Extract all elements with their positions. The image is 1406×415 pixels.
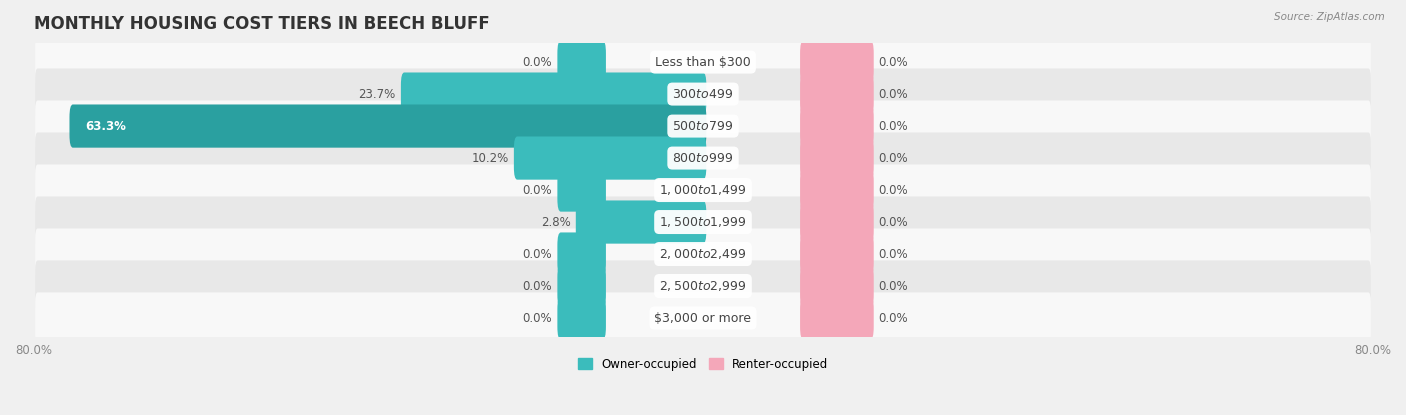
Text: $2,500 to $2,999: $2,500 to $2,999 — [659, 279, 747, 293]
Text: 0.0%: 0.0% — [523, 56, 553, 68]
Text: Source: ZipAtlas.com: Source: ZipAtlas.com — [1274, 12, 1385, 22]
FancyBboxPatch shape — [576, 200, 706, 244]
FancyBboxPatch shape — [35, 37, 1371, 88]
FancyBboxPatch shape — [557, 232, 606, 276]
Text: $1,000 to $1,499: $1,000 to $1,499 — [659, 183, 747, 197]
FancyBboxPatch shape — [800, 73, 873, 116]
FancyBboxPatch shape — [69, 105, 706, 148]
Text: 0.0%: 0.0% — [523, 247, 553, 261]
FancyBboxPatch shape — [35, 132, 1371, 184]
Text: 0.0%: 0.0% — [879, 183, 908, 197]
Text: 0.0%: 0.0% — [879, 56, 908, 68]
FancyBboxPatch shape — [35, 68, 1371, 120]
FancyBboxPatch shape — [800, 264, 873, 308]
Text: Less than $300: Less than $300 — [655, 56, 751, 68]
Text: $300 to $499: $300 to $499 — [672, 88, 734, 100]
Text: 10.2%: 10.2% — [471, 151, 509, 165]
Text: 2.8%: 2.8% — [541, 215, 571, 229]
FancyBboxPatch shape — [800, 296, 873, 339]
FancyBboxPatch shape — [800, 137, 873, 180]
FancyBboxPatch shape — [401, 73, 706, 116]
Text: $500 to $799: $500 to $799 — [672, 120, 734, 132]
Text: MONTHLY HOUSING COST TIERS IN BEECH BLUFF: MONTHLY HOUSING COST TIERS IN BEECH BLUF… — [34, 15, 489, 33]
Text: 0.0%: 0.0% — [523, 183, 553, 197]
Text: $800 to $999: $800 to $999 — [672, 151, 734, 165]
Legend: Owner-occupied, Renter-occupied: Owner-occupied, Renter-occupied — [572, 353, 834, 376]
FancyBboxPatch shape — [800, 168, 873, 212]
FancyBboxPatch shape — [35, 228, 1371, 280]
FancyBboxPatch shape — [557, 296, 606, 339]
Text: 0.0%: 0.0% — [879, 215, 908, 229]
FancyBboxPatch shape — [35, 164, 1371, 216]
Text: 0.0%: 0.0% — [879, 151, 908, 165]
FancyBboxPatch shape — [35, 293, 1371, 344]
Text: $3,000 or more: $3,000 or more — [655, 312, 751, 325]
Text: 0.0%: 0.0% — [523, 312, 553, 325]
FancyBboxPatch shape — [800, 41, 873, 84]
FancyBboxPatch shape — [557, 41, 606, 84]
FancyBboxPatch shape — [35, 261, 1371, 312]
Text: 23.7%: 23.7% — [359, 88, 396, 100]
FancyBboxPatch shape — [800, 105, 873, 148]
Text: $2,000 to $2,499: $2,000 to $2,499 — [659, 247, 747, 261]
Text: $1,500 to $1,999: $1,500 to $1,999 — [659, 215, 747, 229]
FancyBboxPatch shape — [35, 196, 1371, 248]
Text: 0.0%: 0.0% — [879, 120, 908, 132]
Text: 0.0%: 0.0% — [879, 280, 908, 293]
FancyBboxPatch shape — [35, 100, 1371, 151]
FancyBboxPatch shape — [800, 200, 873, 244]
Text: 63.3%: 63.3% — [86, 120, 127, 132]
Text: 0.0%: 0.0% — [523, 280, 553, 293]
FancyBboxPatch shape — [800, 232, 873, 276]
Text: 0.0%: 0.0% — [879, 312, 908, 325]
Text: 0.0%: 0.0% — [879, 247, 908, 261]
Text: 0.0%: 0.0% — [879, 88, 908, 100]
FancyBboxPatch shape — [513, 137, 706, 180]
FancyBboxPatch shape — [557, 168, 606, 212]
FancyBboxPatch shape — [557, 264, 606, 308]
